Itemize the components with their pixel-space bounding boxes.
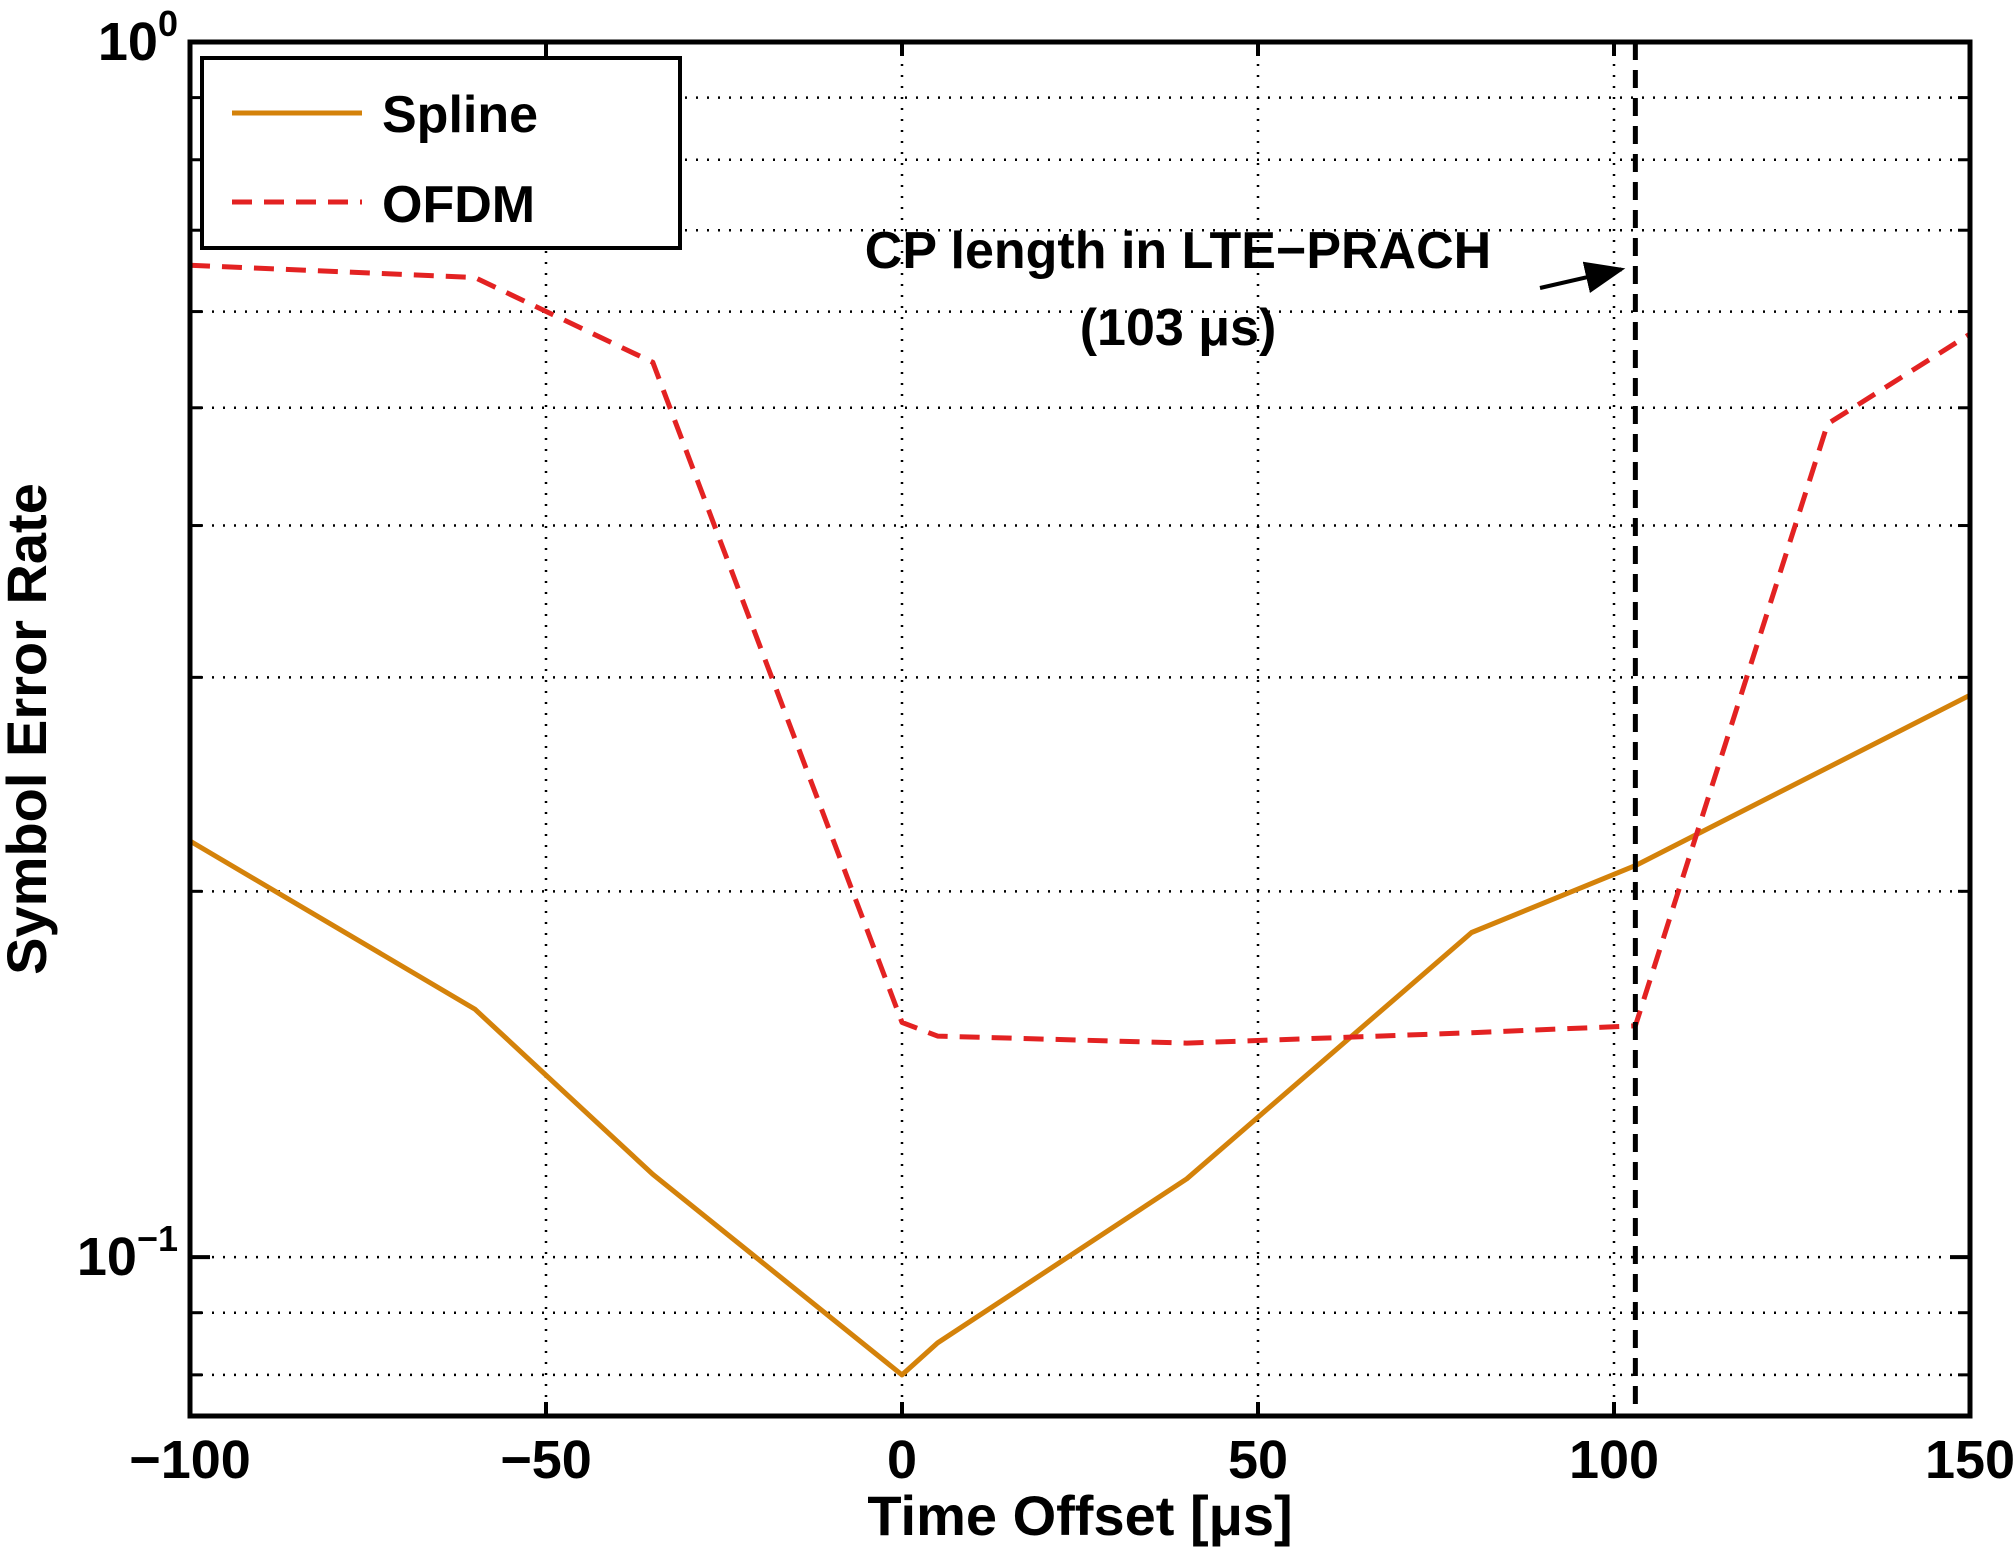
plot-frame [187,39,1973,1419]
ticks-layer: −100 −50 0 50 100 150 100 10−1 [77,3,2015,1490]
annotation-layer: CP length in LTE−PRACH (103 μs) [865,222,1626,357]
x-tick-label: 0 [887,1430,917,1490]
legend: Spline OFDM [200,56,682,250]
legend-label-spline: Spline [382,86,538,144]
series-line-ofdm [189,262,1972,1046]
x-tick-label: −100 [129,1430,251,1490]
y-tick-label: 10−1 [77,1218,178,1287]
x-tick-label: 150 [1925,1430,2015,1490]
x-tick-label: 100 [1569,1430,1659,1490]
series-layer [188,262,1972,1378]
x-tick-label: 50 [1228,1430,1288,1490]
annotation-arrow [1539,261,1626,293]
plot-background [190,42,1970,1416]
annotation-line-1: CP length in LTE−PRACH [865,222,1491,280]
x-axis-title: Time Offset [μs] [867,1484,1292,1547]
grid [190,42,1970,1416]
legend-box [200,56,682,250]
series-line-spline [188,692,1972,1378]
annotation-line-2: (103 μs) [1080,299,1277,357]
y-axis-title: Symbol Error Rate [0,483,58,975]
x-tick-label: −50 [500,1430,592,1490]
legend-label-ofdm: OFDM [382,176,535,234]
y-tick-label: 100 [98,3,178,72]
